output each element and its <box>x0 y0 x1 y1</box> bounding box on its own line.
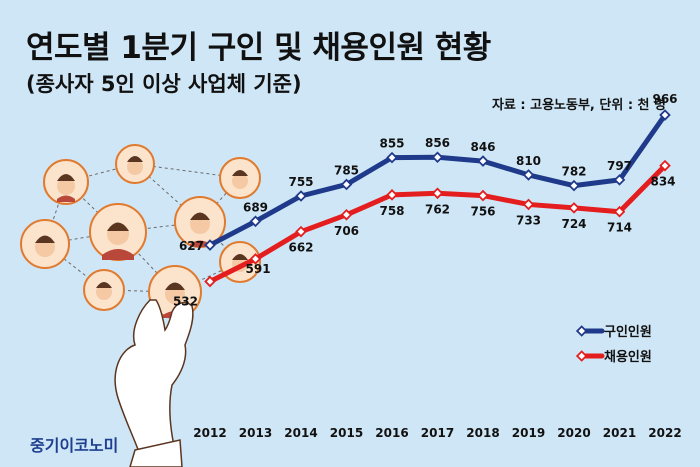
chart-subtitle: (종사자 5인 이상 사업체 기준) <box>26 72 302 96</box>
data-label: 758 <box>379 204 404 218</box>
brand-logo-text: 중기이코노미 <box>30 436 119 455</box>
x-tick-label: 2020 <box>557 426 590 440</box>
legend-label: 채용인원 <box>604 349 652 365</box>
data-label: 662 <box>288 241 313 255</box>
legend-label: 구인인원 <box>604 324 652 340</box>
data-label: 834 <box>650 175 675 189</box>
x-tick-label: 2013 <box>239 426 272 440</box>
data-point <box>295 225 307 238</box>
data-point <box>522 169 535 181</box>
data-point <box>431 151 444 164</box>
data-label: 733 <box>516 213 541 227</box>
series-line-1 <box>207 112 668 248</box>
chart-title: 연도별 1분기 구인 및 채용인원 현황 <box>26 30 491 66</box>
x-tick-label: 2019 <box>512 426 545 440</box>
data-point <box>568 179 580 192</box>
legend-marker <box>575 350 588 362</box>
data-point <box>204 239 216 251</box>
data-point <box>340 208 353 221</box>
data-point <box>477 189 489 202</box>
data-point <box>204 275 216 288</box>
data-point <box>386 151 398 164</box>
data-label: 797 <box>607 159 632 173</box>
data-label: 706 <box>334 224 359 238</box>
data-point <box>613 174 626 186</box>
data-label: 714 <box>607 221 632 235</box>
x-tick-label: 2018 <box>466 426 499 440</box>
data-label: 785 <box>334 163 359 177</box>
data-label: 724 <box>561 217 586 231</box>
data-label: 855 <box>379 137 404 151</box>
data-point <box>295 190 307 202</box>
x-tick-label: 2014 <box>284 426 317 440</box>
data-label: 810 <box>516 154 541 168</box>
x-tick-label: 2016 <box>375 426 408 440</box>
data-point <box>522 198 535 211</box>
data-label: 966 <box>652 92 677 106</box>
data-label: 689 <box>243 200 268 214</box>
x-tick-label: 2015 <box>330 426 363 440</box>
data-point <box>659 159 671 172</box>
x-tick-label: 2022 <box>648 426 681 440</box>
data-label: 846 <box>470 140 495 154</box>
plot-area: 2012 2013 2014 2015 2016 2017 2018 2019 2020 2021… <box>173 92 682 440</box>
data-point <box>386 189 398 201</box>
data-point <box>613 205 626 218</box>
data-point <box>249 215 262 228</box>
data-point <box>340 178 353 191</box>
source-note: 자료 : 고용노동부, 단위 : 천 명 <box>491 98 666 113</box>
data-label: 856 <box>425 136 450 150</box>
data-label: 755 <box>288 175 313 189</box>
x-tick-label: 2017 <box>421 426 454 440</box>
people-network-illustration <box>20 144 261 467</box>
data-label: 591 <box>246 262 271 276</box>
data-label: 627 <box>179 239 204 253</box>
data-label: 782 <box>561 165 586 179</box>
x-tick-label: 2012 <box>193 426 226 440</box>
x-tick-label: 2021 <box>603 426 636 440</box>
data-point <box>659 109 671 121</box>
data-point <box>249 253 262 265</box>
data-point <box>477 155 489 167</box>
data-label: 762 <box>425 202 450 216</box>
data-label: 756 <box>470 205 495 219</box>
data-label: 532 <box>173 295 198 309</box>
legend-marker <box>575 325 588 337</box>
data-point <box>431 187 444 200</box>
data-point <box>568 202 580 214</box>
